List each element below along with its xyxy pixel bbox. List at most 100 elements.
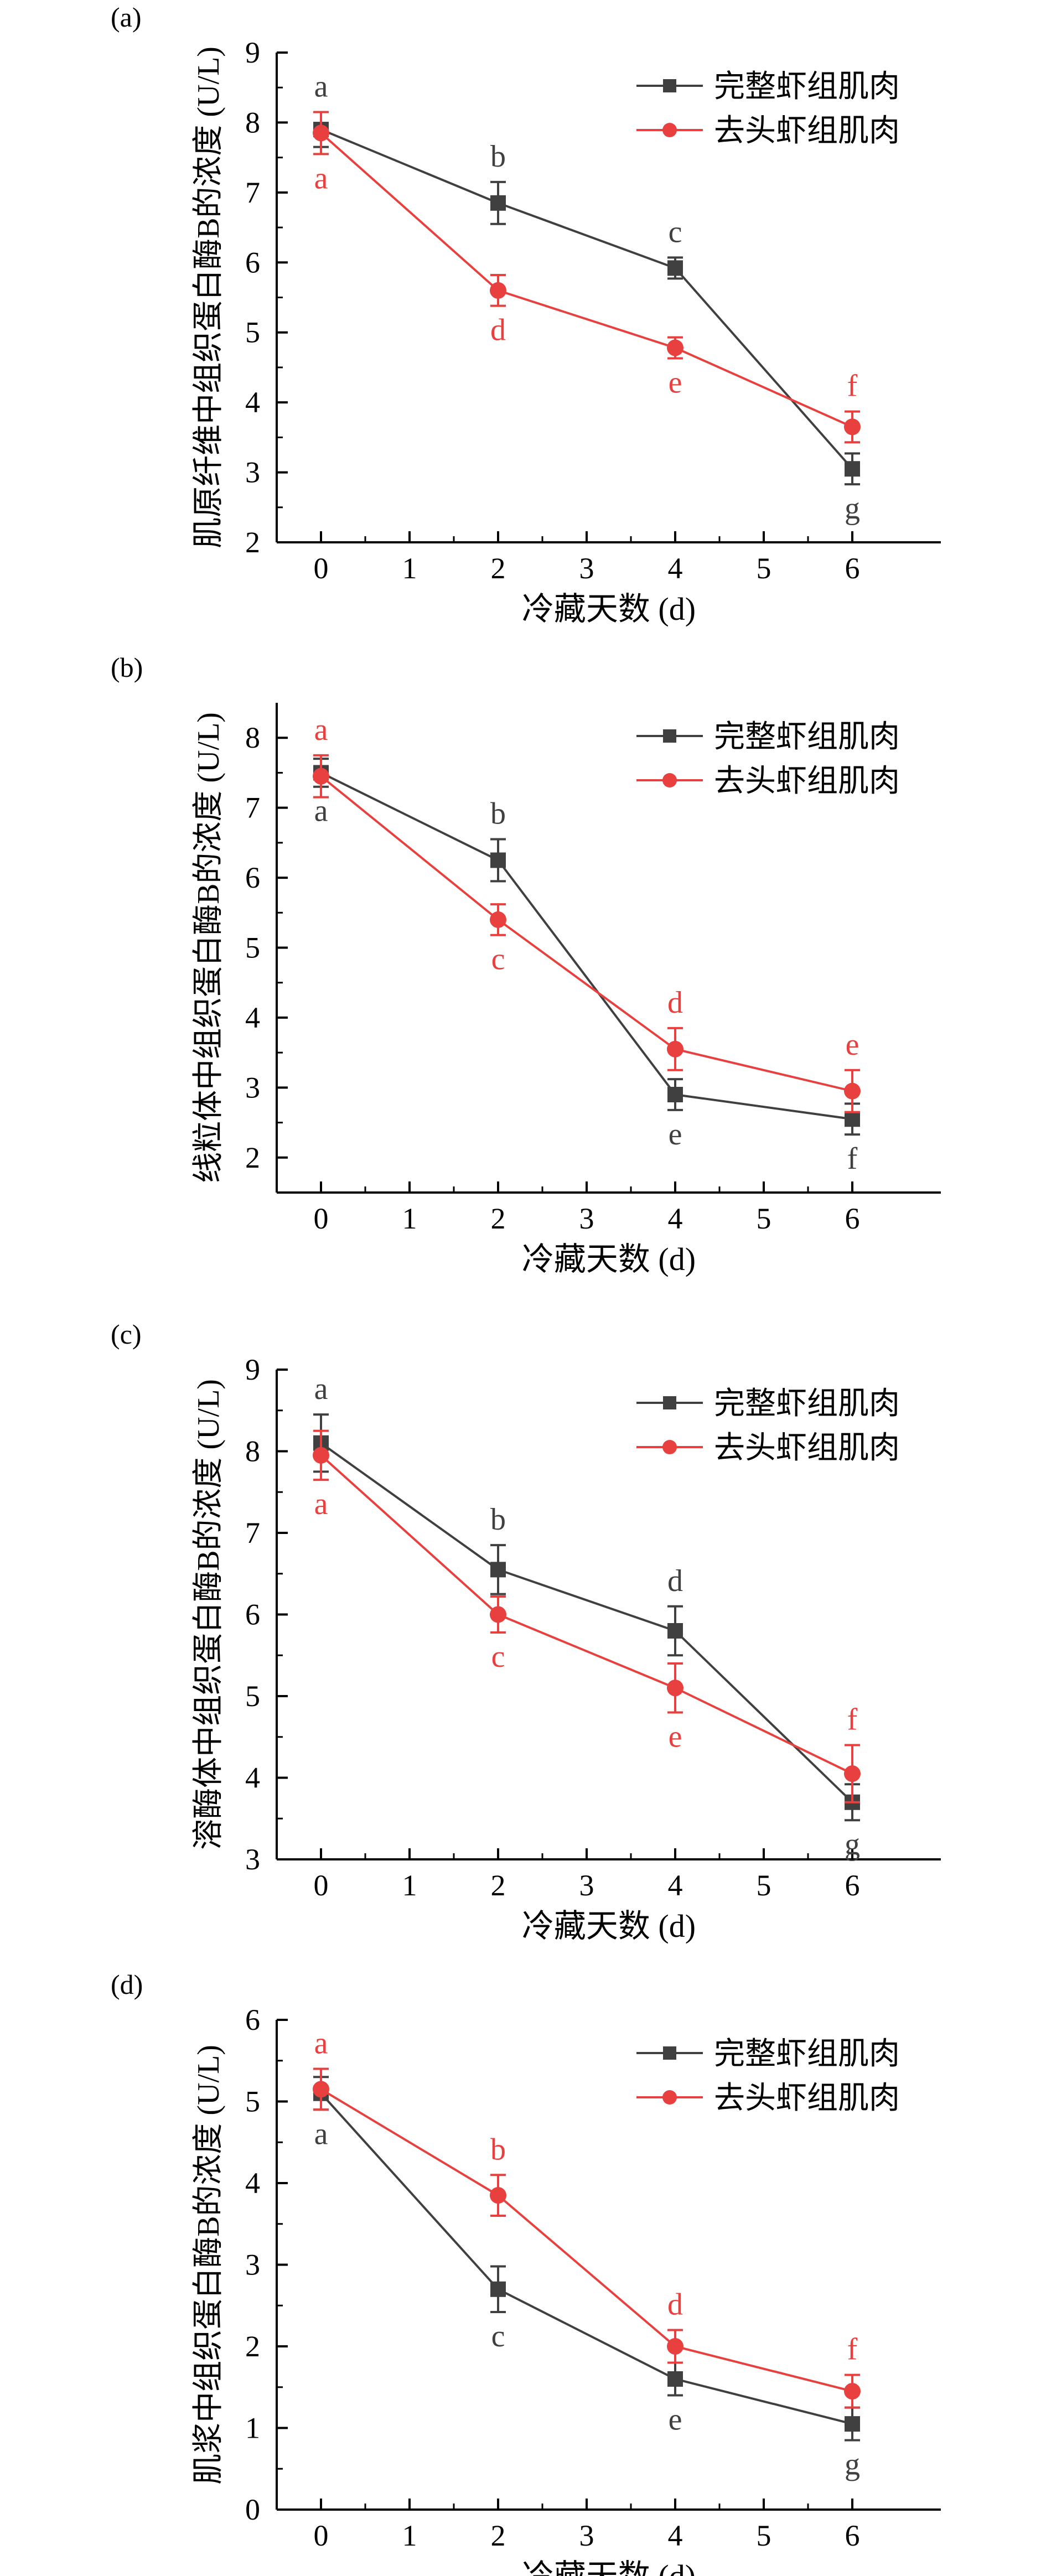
legend-marker <box>662 2090 677 2105</box>
series-headless: a c d e <box>313 713 861 1113</box>
x-axis-title: 冷藏天数 (d) <box>522 2558 696 2576</box>
significance-label: a <box>314 2117 328 2151</box>
x-tick-label: 3 <box>579 2519 594 2552</box>
legend-label-headless: 去头虾组肌肉 <box>714 1431 900 1465</box>
y-tick-label: 4 <box>245 1001 260 1034</box>
data-point <box>844 1082 861 1100</box>
data-point <box>845 2416 860 2432</box>
data-point <box>844 418 861 436</box>
x-tick-label: 3 <box>579 1869 594 1902</box>
x-tick-label: 4 <box>668 1202 683 1235</box>
series-whole: a b c g <box>313 69 860 526</box>
x-tick-label: 4 <box>668 2519 683 2552</box>
x-tick-label: 5 <box>757 2519 771 2552</box>
y-tick-label: 4 <box>245 1761 260 1795</box>
x-axis-title: 冷藏天数 (d) <box>522 1241 696 1277</box>
significance-label: b <box>490 139 506 174</box>
significance-label: c <box>491 942 505 977</box>
series-line <box>320 1454 853 1775</box>
y-tick-label: 5 <box>245 931 260 965</box>
data-point <box>490 1562 506 1578</box>
data-point <box>313 1447 329 1464</box>
significance-label: f <box>847 1142 858 1176</box>
y-tick-label: 5 <box>245 316 260 349</box>
legend-marker <box>662 123 677 137</box>
significance-label: d <box>490 313 506 348</box>
series-line <box>320 1442 853 1803</box>
y-tick-label: 2 <box>245 1141 260 1174</box>
y-tick-label: 7 <box>245 176 260 209</box>
data-point <box>490 282 506 299</box>
chart-panel-d: (d) 0 1 2 3 4 5 6 0 1 2 3 4 5 6 冷藏天数 (d) 肌浆中组织蛋白酶B的浓度 (U… <box>111 1969 941 2576</box>
y-tick-label: 7 <box>245 1516 260 1549</box>
data-point <box>844 2383 861 2400</box>
panel-label: (c) <box>111 1319 142 1350</box>
x-tick-label: 6 <box>845 1869 860 1902</box>
y-tick-label: 9 <box>245 1353 260 1386</box>
significance-label: d <box>667 1564 683 1598</box>
y-tick-label: 5 <box>245 1680 260 1713</box>
legend-label-whole: 完整虾组肌肉 <box>714 2037 900 2071</box>
x-tick-label: 0 <box>314 2519 329 2552</box>
data-point <box>313 125 329 142</box>
series-line <box>320 2092 853 2425</box>
x-tick-label: 1 <box>402 2519 417 2552</box>
chart-panel-c: (c) 3 4 5 6 7 8 9 0 1 2 3 4 5 6 冷藏天数 (d) 溶酶体中组织蛋白酶B的浓度 (… <box>111 1319 941 1944</box>
significance-label: a <box>314 1487 328 1521</box>
significance-label: e <box>669 1117 682 1152</box>
y-tick-label: 5 <box>245 2085 260 2118</box>
legend-marker <box>662 773 677 787</box>
y-tick-label: 2 <box>245 2330 260 2363</box>
x-tick-label: 0 <box>314 1869 329 1902</box>
data-point <box>667 1680 683 1697</box>
y-tick-label: 6 <box>245 861 260 894</box>
x-tick-label: 2 <box>491 1869 506 1902</box>
significance-label: d <box>667 2288 683 2322</box>
y-tick-label: 8 <box>245 1435 260 1468</box>
data-point <box>667 2371 683 2387</box>
y-tick-label: 3 <box>245 456 260 489</box>
significance-label: a <box>314 713 328 747</box>
x-tick-label: 3 <box>579 552 594 585</box>
data-point <box>490 2187 506 2204</box>
significance-label: f <box>847 369 858 403</box>
series-line <box>320 775 853 1092</box>
significance-label: a <box>314 69 328 103</box>
series-line <box>320 132 853 428</box>
x-tick-label: 6 <box>845 552 860 585</box>
data-point <box>667 1040 683 1058</box>
data-point <box>490 195 506 211</box>
series-whole: a b e f <box>313 758 860 1176</box>
significance-label: g <box>845 491 860 526</box>
data-point <box>313 768 329 785</box>
y-tick-label: 1 <box>245 2412 260 2445</box>
y-axis-title: 线粒体中组织蛋白酶B的浓度 (U/L) <box>191 712 226 1183</box>
significance-label: e <box>669 1720 682 1754</box>
y-tick-label: 3 <box>245 1843 260 1876</box>
data-point <box>667 339 683 356</box>
legend-label-headless: 去头虾组肌肉 <box>714 764 900 799</box>
legend-marker <box>663 729 676 743</box>
significance-label: a <box>314 161 328 195</box>
series-headless: a c e f <box>313 1429 861 1803</box>
x-tick-label: 3 <box>579 1202 594 1235</box>
significance-label: g <box>845 2448 860 2482</box>
y-axis-title: 溶酶体中组织蛋白酶B的浓度 (U/L) <box>191 1379 226 1850</box>
y-tick-label: 7 <box>245 791 260 825</box>
legend-marker <box>663 1396 676 1409</box>
significance-label: b <box>490 2132 506 2166</box>
series-whole: a c e g <box>313 2076 860 2482</box>
significance-label: f <box>847 1703 858 1737</box>
y-axis-title: 肌原纤维中组织蛋白酶B的浓度 (U/L) <box>191 46 226 548</box>
x-tick-label: 2 <box>491 552 506 585</box>
significance-label: b <box>490 1502 506 1537</box>
x-tick-label: 1 <box>402 1202 417 1235</box>
data-point <box>490 852 506 868</box>
y-tick-label: 9 <box>245 36 260 69</box>
significance-label: g <box>845 1827 860 1862</box>
data-point <box>844 1765 861 1782</box>
data-point <box>667 260 683 276</box>
y-tick-label: 8 <box>245 106 260 139</box>
x-tick-label: 6 <box>845 1202 860 1235</box>
